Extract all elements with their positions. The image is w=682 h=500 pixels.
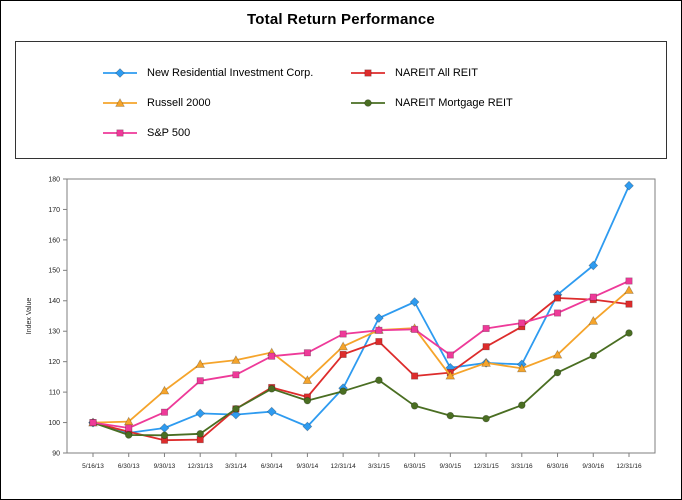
- legend-label: New Residential Investment Corp.: [147, 67, 314, 79]
- svg-text:9/30/16: 9/30/16: [582, 463, 604, 470]
- diamond-marker-icon: [102, 66, 138, 80]
- svg-text:170: 170: [48, 207, 60, 214]
- svg-text:12/31/16: 12/31/16: [616, 463, 642, 470]
- square-marker-icon: [102, 126, 138, 140]
- svg-text:6/30/15: 6/30/15: [404, 463, 426, 470]
- svg-text:5/16/13: 5/16/13: [82, 463, 104, 470]
- svg-text:110: 110: [49, 390, 60, 397]
- legend-item-nareit-mortgage-reit: NAREIT Mortgage REIT: [350, 88, 598, 118]
- svg-text:6/30/13: 6/30/13: [118, 463, 140, 470]
- square-marker-icon: [350, 66, 386, 80]
- legend-label: NAREIT Mortgage REIT: [395, 97, 513, 109]
- svg-text:150: 150: [48, 268, 60, 275]
- svg-text:6/30/14: 6/30/14: [261, 463, 283, 470]
- legend-label: NAREIT All REIT: [395, 67, 478, 79]
- svg-text:12/31/15: 12/31/15: [473, 463, 499, 470]
- svg-text:12/31/14: 12/31/14: [330, 463, 356, 470]
- circle-marker-icon: [350, 96, 386, 110]
- svg-text:160: 160: [48, 237, 60, 244]
- svg-text:130: 130: [48, 329, 60, 336]
- svg-text:3/31/14: 3/31/14: [225, 463, 247, 470]
- svg-text:3/31/15: 3/31/15: [368, 463, 390, 470]
- svg-text:100: 100: [48, 420, 60, 427]
- chart-title: Total Return Performance: [247, 11, 435, 28]
- svg-text:6/30/16: 6/30/16: [547, 463, 569, 470]
- total-return-line-chart: 90 100 110 120 130 140 150 160 170 180 5/16/13 6/30…: [26, 176, 656, 470]
- svg-text:9/30/14: 9/30/14: [297, 463, 319, 470]
- svg-text:3/31/16: 3/31/16: [511, 463, 533, 470]
- svg-text:9/30/15: 9/30/15: [439, 463, 461, 470]
- svg-text:180: 180: [48, 176, 60, 183]
- legend-item-sp-500: S&P 500: [102, 118, 350, 148]
- legend-label: Russell 2000: [147, 97, 211, 109]
- svg-text:9/30/13: 9/30/13: [154, 463, 176, 470]
- svg-text:Index Value: Index Value: [26, 298, 33, 335]
- legend-grid: New Residential Investment Corp. NAREIT …: [102, 58, 666, 148]
- legend-item-nareit-all-reit: NAREIT All REIT: [350, 58, 598, 88]
- triangle-marker-icon: [102, 96, 138, 110]
- chart-legend: New Residential Investment Corp. NAREIT …: [15, 41, 667, 159]
- svg-text:90: 90: [52, 450, 60, 457]
- svg-text:12/31/13: 12/31/13: [188, 463, 214, 470]
- svg-text:140: 140: [48, 298, 60, 305]
- svg-text:120: 120: [48, 359, 60, 366]
- legend-item-new-residential: New Residential Investment Corp.: [102, 58, 350, 88]
- legend-label: S&P 500: [147, 127, 191, 139]
- legend-item-russell-2000: Russell 2000: [102, 88, 350, 118]
